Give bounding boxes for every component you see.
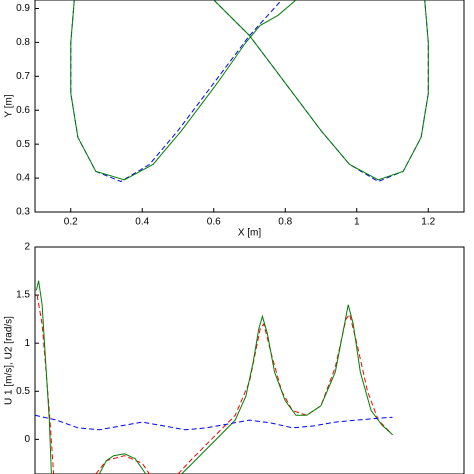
plot-area (35, 280, 393, 474)
x-tick-label: 0.6 (207, 217, 221, 228)
series-line (36, 295, 393, 474)
plot-area (70, 0, 429, 183)
x-tick-label: 0.2 (64, 217, 78, 228)
x-tick-label: 0.4 (135, 217, 149, 228)
y-tick-label: 0.7 (16, 71, 30, 82)
y-tick-label: 0.3 (16, 207, 30, 218)
x-axis-label: X [m] (238, 228, 262, 239)
x-tick-label: 1.2 (421, 217, 435, 228)
y-axis-label: U 1 [m/s], U2 [rad/s] (4, 316, 15, 405)
axes-box (34, 0, 465, 213)
series-line (70, 0, 429, 181)
y-tick-label: 0.5 (16, 139, 30, 150)
series-line (70, 0, 429, 183)
y-tick-label: 0.5 (16, 386, 30, 397)
x-tick-label: 0.8 (278, 217, 292, 228)
y-tick-label: 0 (24, 434, 30, 445)
y-tick-label: 0.9 (16, 3, 30, 14)
y-tick-label: 0.4 (16, 173, 30, 184)
y-axis-label: Y [m] (4, 94, 15, 117)
y-tick-label: 0.6 (16, 105, 30, 116)
x-tick-label: 1 (354, 217, 360, 228)
series-line (35, 414, 393, 431)
y-tick-label: 1.5 (16, 290, 30, 301)
y-tick-label: 2 (24, 242, 30, 253)
axes-box (34, 246, 465, 474)
series-line (35, 280, 393, 474)
y-tick-label: 0.8 (16, 37, 30, 48)
y-tick-label: 1 (24, 338, 30, 349)
